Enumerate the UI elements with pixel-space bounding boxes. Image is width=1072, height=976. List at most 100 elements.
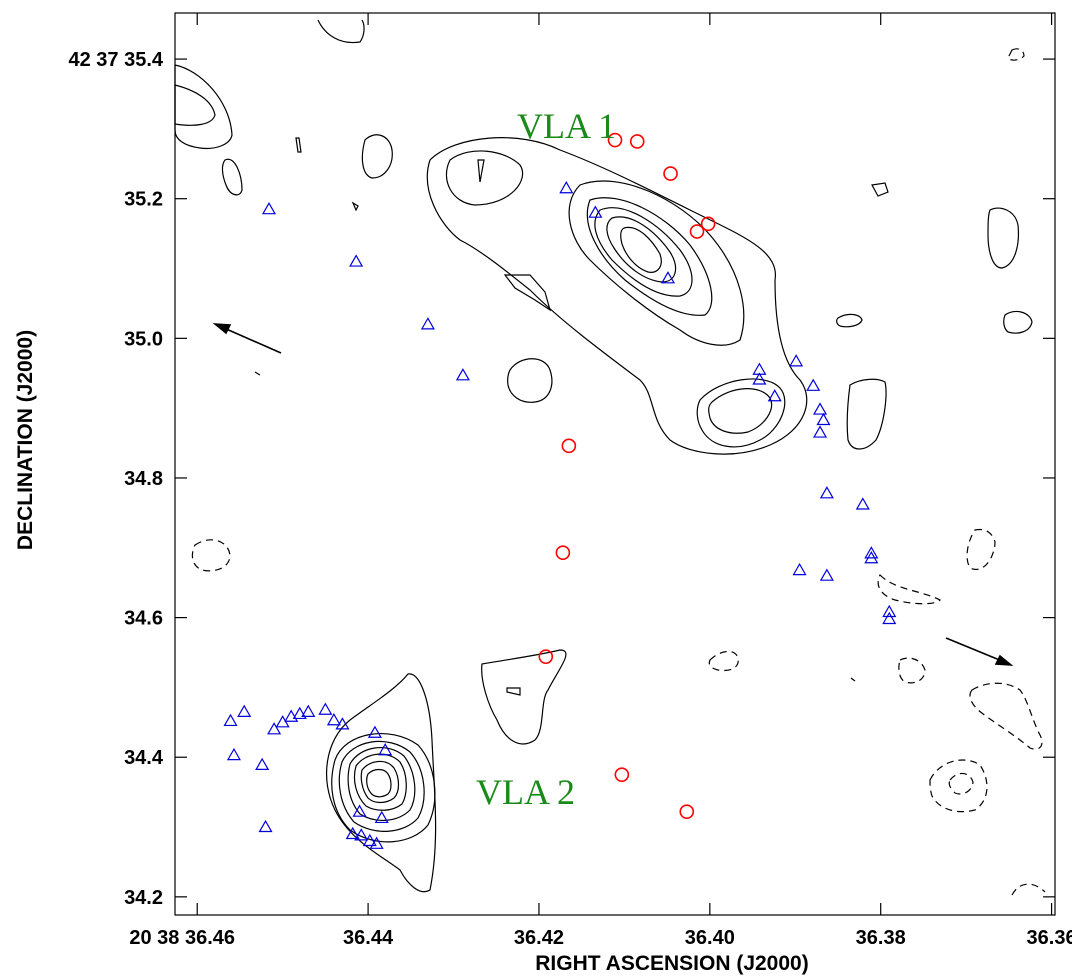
contour <box>445 150 524 206</box>
contour <box>620 226 662 273</box>
maser-triangle-marker <box>374 810 389 824</box>
maser-circle-marker <box>538 649 554 664</box>
maser-triangle-marker <box>349 254 364 267</box>
y-tick-label: 34.4 <box>124 747 164 769</box>
maser-triangle-marker <box>369 836 384 849</box>
contour <box>426 137 808 455</box>
maser-triangle-marker <box>792 562 807 576</box>
contour <box>338 740 425 832</box>
contour <box>929 759 988 813</box>
maser-circle-marker <box>555 545 571 560</box>
maser-triangle-marker <box>855 497 870 510</box>
arrow-line <box>223 327 282 354</box>
maser-triangle-marker <box>420 317 435 330</box>
contour <box>191 539 231 572</box>
maser-triangle-marker <box>255 757 270 770</box>
maser-triangle-marker <box>362 833 377 847</box>
maser-triangle-marker <box>789 354 804 367</box>
maser-circle-marker <box>629 134 645 149</box>
maser-triangle-marker <box>301 704 316 717</box>
y-tick-label: 35.2 <box>124 189 163 211</box>
maser-triangle-marker <box>292 706 307 720</box>
maser-circle-marker <box>663 166 678 181</box>
maser-triangle-marker <box>284 709 299 722</box>
maser-circle-marker <box>700 216 716 232</box>
arrow-line <box>945 637 1003 662</box>
maser-triangle-marker <box>354 828 369 841</box>
maser-triangle-marker <box>455 368 470 381</box>
contour <box>347 747 416 821</box>
contour <box>708 650 739 672</box>
x-tick-label: 36.36 <box>1027 927 1072 949</box>
contour <box>507 358 553 403</box>
maser-triangle-marker <box>813 402 828 415</box>
y-tick-label: 42 37 35.4 <box>68 49 163 71</box>
contour <box>846 378 887 450</box>
contour <box>254 371 261 376</box>
contour <box>568 180 745 346</box>
maser-triangle-marker <box>813 425 828 438</box>
contour <box>1007 48 1025 61</box>
maser-triangle-marker <box>261 201 277 215</box>
contour <box>325 673 437 893</box>
annotation-vla2: VLA 2 <box>476 772 575 812</box>
contour <box>295 137 302 153</box>
maser-triangle-marker <box>819 568 834 581</box>
contour <box>366 768 392 798</box>
maser-triangle-marker <box>864 551 879 564</box>
contour <box>594 207 693 297</box>
maser-triangle-marker <box>752 372 767 385</box>
y-axis-title: DECLINATION (J2000) <box>14 330 37 550</box>
contour <box>987 207 1020 269</box>
contour <box>477 159 485 183</box>
maser-triangle-marker <box>237 704 252 717</box>
x-tick-label: 36.38 <box>856 927 906 949</box>
maser-triangle-marker <box>226 747 241 761</box>
x-axis-title: RIGHT ASCENSION (J2000) <box>535 952 808 975</box>
contour <box>221 158 243 196</box>
proper-motion-arrows <box>212 323 1014 666</box>
x-tick-label: 20 38 36.46 <box>129 927 235 949</box>
maser-triangle-marker <box>816 412 831 426</box>
maser-triangle-marker <box>335 717 350 730</box>
contour <box>898 657 926 684</box>
contour <box>351 201 359 212</box>
contour <box>836 313 863 328</box>
x-tick-label: 36.44 <box>343 927 394 949</box>
contour <box>969 682 1043 750</box>
contours <box>174 19 1033 893</box>
arrow-head <box>994 654 1014 666</box>
maser-triangle-marker <box>258 819 273 833</box>
maser-circle-marker <box>679 804 695 819</box>
contour <box>174 84 216 126</box>
maser-triangle-marker <box>559 181 574 194</box>
arrow-head <box>212 323 232 335</box>
x-tick-label: 36.42 <box>514 927 564 949</box>
maser-triangle-marker <box>864 546 879 559</box>
maser-triangle-marker <box>660 271 676 284</box>
contour <box>360 760 400 804</box>
maser-circle-marker <box>561 438 577 454</box>
contour <box>361 134 393 179</box>
y-tick-label: 34.2 <box>124 887 163 909</box>
maser-triangle-marker <box>326 713 341 726</box>
contours-dashed <box>191 48 1046 896</box>
ticks: 20 38 36.46 36.44 36.42 36.40 36.38 36.36 42 3… <box>68 13 1072 949</box>
contour <box>586 197 713 316</box>
contour <box>708 388 773 434</box>
contour <box>506 687 521 696</box>
maser-triangle-marker <box>588 205 603 218</box>
maser-triangle-marker <box>882 611 897 625</box>
maser-triangle-marker <box>767 389 782 402</box>
markers <box>223 132 897 849</box>
contour <box>174 64 233 150</box>
plot-frame <box>174 12 1056 916</box>
maser-triangle-marker <box>267 722 282 735</box>
maser-triangle-marker <box>318 702 333 715</box>
contour <box>948 772 974 795</box>
annotation-vla1: VLA 1 <box>517 106 616 146</box>
maser-triangle-marker <box>819 486 834 499</box>
y-tick-label: 35.0 <box>124 328 163 350</box>
contour <box>1003 310 1033 334</box>
